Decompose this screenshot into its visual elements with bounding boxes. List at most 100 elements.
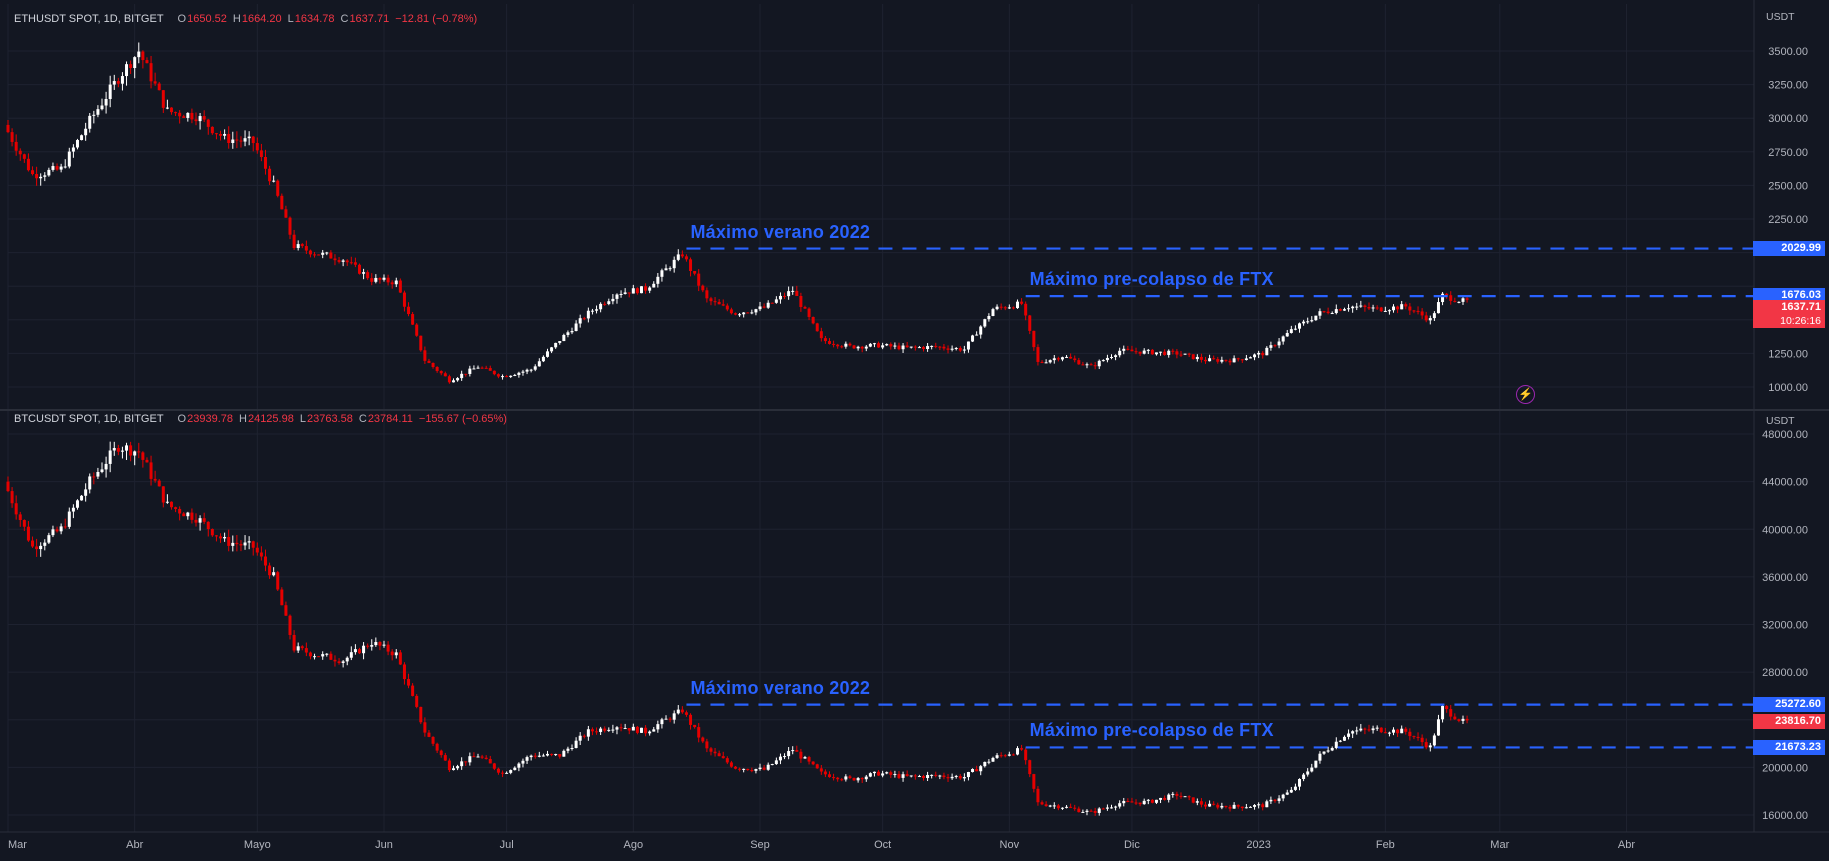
candle-body [1028,315,1032,331]
candle-body [71,147,75,152]
candle-body [321,654,325,657]
candle-body [909,775,913,777]
candle-body [447,760,451,771]
candle-body [1199,356,1203,360]
candle-body [198,116,202,122]
time-axis[interactable]: Mar Abr Mayo Jun Jul Ago Sep Oct Nov Dic 2023 Feb Ma… [8,839,1635,851]
candle-body [913,775,917,777]
candle-body [1134,802,1138,804]
candle-body [1445,705,1449,710]
candle-body [366,272,370,279]
candle-body [157,480,161,487]
candle-body [827,774,831,778]
candle-body [308,652,312,657]
candle-body [304,246,308,251]
candle-body [905,345,909,348]
candle-body [1330,313,1334,315]
candle-body [991,757,995,762]
candle-body [509,770,513,773]
candle-body [1273,799,1277,801]
candle-body [1069,356,1073,359]
candle-body [1048,805,1052,807]
candle-body [664,718,668,720]
candle-body [149,63,153,82]
candle-body [1101,808,1105,810]
eth-summer-high-annotation[interactable]: Máximo verano 2022 [690,221,871,242]
candle-body [1052,358,1056,361]
eth-price-axis[interactable]: 3500.00 3250.00 3000.00 2750.00 2500.00 2250.… [1768,46,1808,394]
candle-body [407,679,411,686]
candle-body [566,332,570,335]
candle-body [799,296,803,307]
candle-body [300,244,304,247]
candle-body [1240,806,1244,809]
candle-body [1363,728,1367,730]
candle-body [872,343,876,345]
eth-tick-label: 2250.00 [1768,214,1808,226]
candle-body [979,326,983,335]
candle-body [783,295,787,297]
btc-price-axis[interactable]: 48000.00 44000.00 40000.00 36000.00 32000.00… [1762,429,1808,822]
candle-body [1126,348,1130,350]
candle-body [22,520,26,527]
candle-body [1244,358,1248,360]
candle-body [460,761,464,767]
btc-ftx-high-annotation[interactable]: Máximo pre-colapso de FTX [1029,720,1274,741]
candle-body [272,572,276,576]
candle-body [1273,345,1277,347]
candle-body [321,252,325,255]
candle-body [415,324,419,336]
candle-body [1028,760,1032,775]
candle-body [1081,811,1085,813]
candle-body [803,757,807,759]
candle-body [872,771,876,774]
candle-body [10,132,14,142]
btc-summer-high-annotation[interactable]: Máximo verano 2022 [690,677,871,698]
candle-body [75,500,79,508]
candle-body [684,712,688,715]
candle-body [917,776,921,778]
candle-body [276,180,280,196]
candle-body [1449,709,1453,717]
candle-body [672,259,676,269]
candle-body [631,726,635,731]
eth-ftx-high-annotation[interactable]: Máximo pre-colapso de FTX [1029,269,1274,290]
candle-body [1065,806,1069,808]
candle-body [247,136,251,139]
candle-body [63,526,67,528]
candle-body [1044,804,1048,807]
candle-body [88,476,92,490]
candle-body [488,368,492,371]
candle-body [762,767,766,770]
candle-body [1069,806,1073,808]
candle-body [787,751,791,757]
candle-body [533,755,537,757]
candle-body [231,139,235,144]
candle-body [803,306,807,309]
candle-body [709,298,713,302]
candle-body [1085,364,1089,366]
candle-body [819,768,823,772]
candle-body [676,709,680,714]
candle-body [840,346,844,348]
candle-body [202,518,206,522]
candle-body [96,471,100,477]
candle-body [713,751,717,754]
candle-body [47,535,51,543]
candle-body [149,462,153,479]
candle-body [6,481,10,492]
candle-body [1159,797,1163,800]
btc-open-value: 23939.78 [187,413,233,425]
candle-body [59,526,63,532]
candle-body [333,258,337,261]
lightning-icon[interactable]: ⚡ [1516,385,1535,404]
candle-body [39,545,43,550]
candle-body [501,376,505,378]
btc-legend: BTCUSDT SPOT, 1D, BITGET O 23939.78 H 2412… [14,410,507,428]
candle-body [893,774,897,776]
candle-body [864,346,868,349]
candle-body [709,748,713,752]
candle-body [67,511,71,527]
candle-body [570,330,574,333]
